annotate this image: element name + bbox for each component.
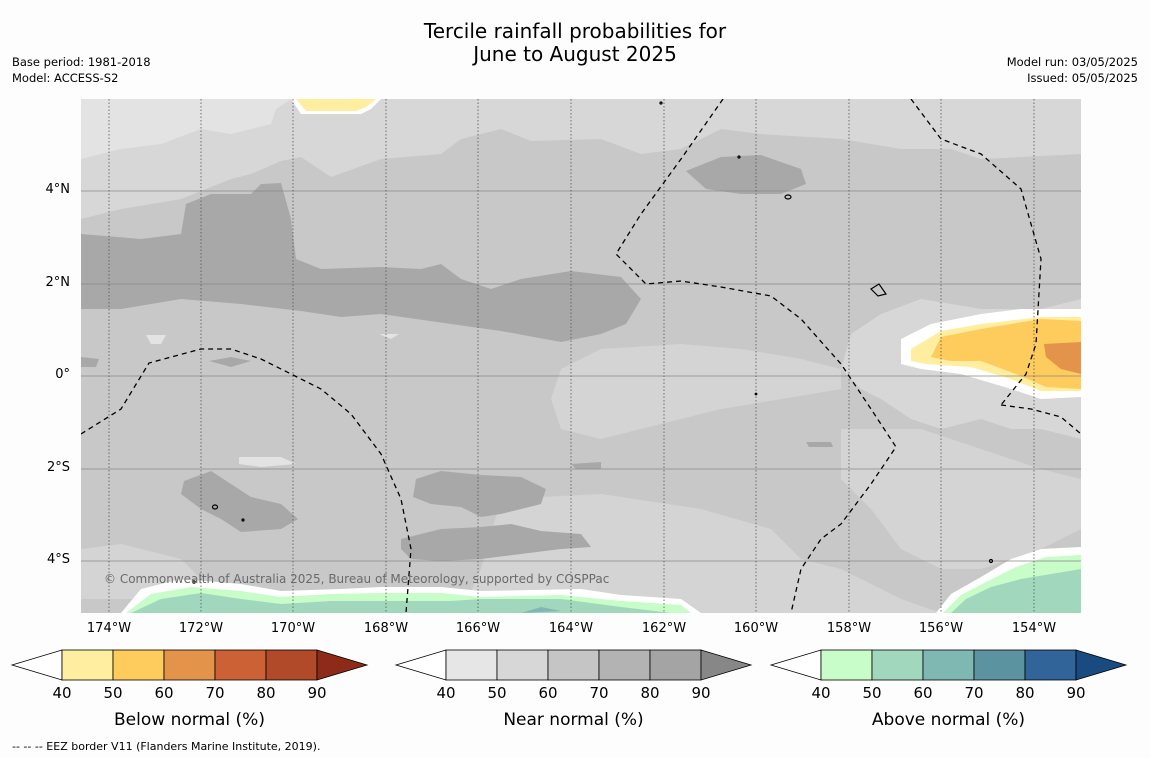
footnote: -- -- -- EEZ border V11 (Flanders Marine…: [12, 740, 320, 753]
colorbar-extend-low: [12, 650, 62, 680]
copyright-text: © Commonwealth of Australia 2025, Bureau…: [104, 572, 609, 586]
colorbar-tick: 60: [908, 684, 938, 702]
colorbar-swatch: [164, 650, 215, 680]
x-tick: 168°W: [356, 621, 416, 636]
colorbar-swatch: [446, 650, 497, 680]
meta-right: Model run: 03/05/2025 Issued: 05/05/2025: [1007, 54, 1138, 86]
x-tick: 158°W: [819, 621, 879, 636]
x-tick: 174°W: [79, 621, 139, 636]
probability-map: [81, 99, 1081, 613]
colorbar-swatch: [62, 650, 113, 680]
colorbar-title: Near normal (%): [404, 710, 744, 730]
colorbar-extend-high: [701, 650, 751, 680]
colorbar-tick: 40: [47, 684, 77, 702]
base-period: Base period: 1981-2018: [12, 54, 151, 70]
colorbar-tick: 90: [1061, 684, 1091, 702]
colorbar-tick: 90: [686, 684, 716, 702]
issued-date: Issued: 05/05/2025: [1007, 70, 1138, 86]
colorbar-swatch: [872, 650, 923, 680]
colorbar-tick: 90: [302, 684, 332, 702]
model-name: Model: ACCESS-S2: [12, 70, 151, 86]
colorbar-tick: 60: [149, 684, 179, 702]
colorbar-extend-high: [317, 650, 367, 680]
x-tick: 164°W: [541, 621, 601, 636]
colorbar-tick: 40: [806, 684, 836, 702]
colorbar-tick: 70: [959, 684, 989, 702]
colorbar-tick: 50: [857, 684, 887, 702]
colorbar-title: Above normal (%): [779, 710, 1119, 730]
x-tick: 170°W: [263, 621, 323, 636]
colorbar-swatch: [974, 650, 1025, 680]
title-line-2: June to August 2025: [0, 43, 1150, 66]
x-tick: 162°W: [634, 621, 694, 636]
colorbar-swatch: [1025, 650, 1076, 680]
y-tick: 4°S: [47, 552, 70, 567]
colorbar-swatch: [821, 650, 872, 680]
colorbar-extend-low: [396, 650, 446, 680]
colorbar-tick: 80: [1010, 684, 1040, 702]
map-title: Tercile rainfall probabilities for June …: [0, 20, 1150, 66]
near-normal-80-region: [806, 442, 833, 447]
colorbar-extend-low: [771, 650, 821, 680]
colorbar-swatch: [599, 650, 650, 680]
colorbar-tick: 70: [200, 684, 230, 702]
colorbar-tick: 80: [635, 684, 665, 702]
colorbar-swatch: [497, 650, 548, 680]
x-tick: 160°W: [726, 621, 786, 636]
colorbar-tick: 70: [584, 684, 614, 702]
x-tick: 166°W: [448, 621, 508, 636]
model-run: Model run: 03/05/2025: [1007, 54, 1138, 70]
x-tick: 154°W: [1004, 621, 1064, 636]
colorbar-swatch: [266, 650, 317, 680]
title-line-1: Tercile rainfall probabilities for: [0, 20, 1150, 43]
y-tick: 0°: [55, 367, 70, 382]
y-tick: 4°N: [46, 182, 71, 197]
colorbar-extend-high: [1076, 650, 1126, 680]
colorbar-tick: 40: [431, 684, 461, 702]
colorbar-tick: 50: [98, 684, 128, 702]
colorbar-swatch: [215, 650, 266, 680]
meta-left: Base period: 1981-2018 Model: ACCESS-S2: [12, 54, 151, 86]
y-tick: 2°N: [46, 275, 71, 290]
x-tick: 172°W: [171, 621, 231, 636]
colorbar-tick: 50: [482, 684, 512, 702]
colorbar-swatch: [548, 650, 599, 680]
colorbar-swatch: [923, 650, 974, 680]
colorbar-title: Below normal (%): [20, 710, 360, 730]
x-tick: 156°W: [911, 621, 971, 636]
colorbar-tick: 60: [533, 684, 563, 702]
colorbar-swatch: [113, 650, 164, 680]
colorbars: [0, 645, 1150, 685]
y-tick: 2°S: [47, 460, 70, 475]
colorbar-swatch: [650, 650, 701, 680]
colorbar-tick: 80: [251, 684, 281, 702]
